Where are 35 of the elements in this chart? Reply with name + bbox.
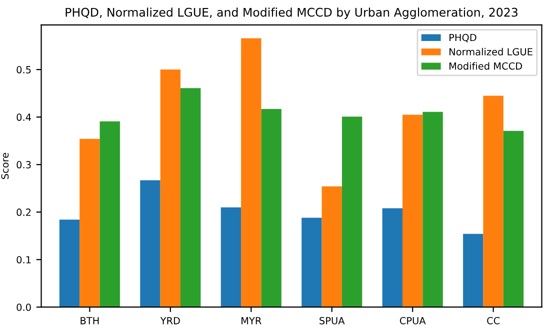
bar bbox=[302, 218, 322, 308]
bar bbox=[503, 130, 524, 308]
bar bbox=[261, 108, 282, 308]
bar bbox=[342, 116, 362, 308]
y-tick-label: 0.5 bbox=[16, 66, 31, 74]
bar bbox=[80, 138, 100, 308]
y-tick-label: 0.1 bbox=[16, 256, 31, 264]
bar bbox=[59, 220, 80, 308]
bar bbox=[483, 96, 504, 308]
bar bbox=[140, 180, 160, 308]
x-tick-label: CPUA bbox=[400, 316, 426, 324]
legend-label: Normalized LGUE bbox=[450, 48, 532, 56]
bar bbox=[180, 88, 201, 308]
y-axis-title: Score bbox=[1, 152, 9, 179]
bar bbox=[382, 208, 402, 308]
bar bbox=[463, 234, 484, 308]
x-tick-label: SPUA bbox=[320, 316, 345, 324]
bar bbox=[422, 112, 443, 308]
legend-label: PHQD bbox=[450, 34, 476, 42]
bar bbox=[241, 38, 262, 308]
y-tick-label: 0.3 bbox=[16, 161, 31, 168]
y-tick-label: 0.0 bbox=[16, 304, 31, 311]
bar bbox=[100, 121, 120, 308]
legend-label: Modified MCCD bbox=[450, 62, 522, 70]
x-tick-label: YRD bbox=[160, 317, 180, 324]
chart-title: PHQD, Normalized LGUE, and Modified MCCD by Urban Agglomeration, 2023 bbox=[66, 8, 518, 20]
bar bbox=[220, 207, 242, 308]
bar bbox=[402, 114, 423, 308]
x-tick-label: MYR bbox=[242, 317, 262, 324]
y-tick-label: 0.2 bbox=[16, 208, 31, 216]
x-tick-label: CC bbox=[487, 316, 500, 324]
bar bbox=[160, 70, 180, 308]
bar bbox=[322, 186, 342, 308]
y-tick-label: 0.4 bbox=[16, 114, 31, 121]
x-tick-label: BTH bbox=[80, 317, 99, 324]
